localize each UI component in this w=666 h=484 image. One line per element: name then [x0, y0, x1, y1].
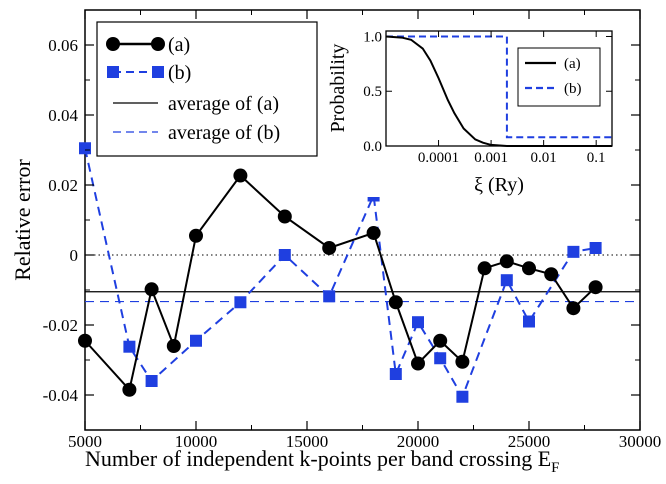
- inset-background: [325, 21, 630, 197]
- y-tick-label: -0.02: [43, 316, 78, 335]
- inset-x-tick-label: 0.1: [587, 150, 606, 166]
- main-series-markers: [78, 142, 603, 403]
- legend-label-avg-b: average of (b): [168, 122, 280, 144]
- x-tick-label: 10000: [175, 432, 218, 451]
- series-a-point: [388, 295, 403, 310]
- legend-marker-b-left: [107, 66, 119, 78]
- series-a-point: [166, 339, 181, 353]
- legend-marker-a-right: [151, 37, 165, 51]
- inset-series-b-line: [386, 35, 612, 139]
- legend-label-b: (b): [168, 62, 191, 84]
- series-b-point: [123, 340, 136, 353]
- inset-y-axis-title: Probability: [327, 44, 349, 133]
- inset-x-tick-label: 0.001: [474, 150, 508, 166]
- main-axis-ticks: 5000 10000 15000 20000 25000 30000 -0.04 -0.02 0…: [43, 9, 662, 451]
- series-a-point: [322, 241, 337, 255]
- series-a-point: [411, 356, 425, 371]
- inset-legend-box: [517, 47, 601, 107]
- inset-y-tick-label: 1.0: [363, 29, 382, 45]
- series-b-point: [456, 390, 469, 403]
- y-tick-label: 0.06: [48, 36, 78, 55]
- x-tick-label: 5000: [68, 432, 102, 451]
- inset-x-tick-label: 0.0001: [418, 150, 459, 166]
- inset-x-axis-title: ξ (Ry): [474, 174, 524, 196]
- x-tick-label: 15000: [286, 432, 329, 451]
- series-a-line: [84, 174, 597, 392]
- y-tick-label: 0.02: [48, 176, 78, 195]
- series-a-point: [566, 301, 581, 316]
- series-a-point: [78, 333, 92, 348]
- series-b-point: [278, 249, 291, 261]
- y-tick-label: 0: [70, 246, 79, 265]
- series-a-point: [588, 280, 603, 295]
- series-b-line: [84, 148, 596, 400]
- series-b-point: [389, 368, 402, 380]
- series-a-point: [122, 382, 137, 397]
- series-a-point: [189, 228, 203, 243]
- series-b-point: [145, 375, 158, 387]
- series-b-point: [79, 142, 91, 155]
- series-a-point: [455, 354, 470, 369]
- series-a-point: [477, 261, 492, 276]
- inset-y-tick-label: 0.5: [363, 84, 382, 100]
- inset-x-tick-label: 0.01: [531, 150, 557, 166]
- legend-marker-a-left: [106, 37, 120, 51]
- inset-y-tick-label: 0.0: [363, 139, 382, 155]
- inset-legend-label-b: (b): [564, 81, 582, 97]
- inset-legend: (a) (b): [517, 47, 601, 107]
- series-b-point: [434, 352, 447, 365]
- main-legend: (a) (b) average of (a) average of (b): [96, 21, 318, 157]
- x-axis-title-subscript: F: [551, 460, 559, 476]
- x-axis-title: Number of independent k-points per band …: [85, 446, 560, 476]
- legend-marker-b-right: [152, 66, 164, 78]
- series-a-point: [144, 282, 159, 297]
- inset-plot: 0.0001 0.001 0.01 0.10.00.51.0 Probability …: [325, 21, 630, 197]
- inset-series-lines: [385, 35, 612, 147]
- inset-series-a-line: [385, 35, 612, 147]
- series-a-point: [433, 333, 448, 348]
- series-a-point: [277, 209, 292, 224]
- series-a-point: [499, 254, 514, 269]
- series-b-point: [523, 315, 535, 328]
- y-tick-label: 0.04: [48, 106, 78, 125]
- series-a-point: [366, 225, 381, 240]
- inset-axis-ticks: 0.0001 0.001 0.01 0.1 0.0 0.5 1.0: [363, 29, 612, 166]
- x-tick-label: 20000: [397, 432, 440, 451]
- y-tick-label: -0.04: [43, 386, 79, 405]
- series-a-point: [233, 168, 248, 183]
- inset-legend-label-a: (a): [564, 56, 581, 72]
- series-b-point: [190, 334, 202, 347]
- x-tick-label: 30000: [619, 432, 662, 451]
- series-b-point: [589, 242, 602, 254]
- series-b-point: [412, 316, 424, 329]
- series-a-point: [544, 267, 559, 282]
- series-b-point: [567, 245, 580, 258]
- legend-label-avg-a: average of (a): [168, 93, 279, 115]
- x-tick-label: 25000: [508, 432, 551, 451]
- series-b-point: [323, 290, 336, 303]
- legend-label-a: (a): [168, 34, 190, 56]
- series-a-point: [522, 261, 536, 276]
- series-b-point: [234, 296, 247, 309]
- y-axis-title: Relative error: [10, 159, 35, 281]
- series-b-point: [500, 274, 513, 287]
